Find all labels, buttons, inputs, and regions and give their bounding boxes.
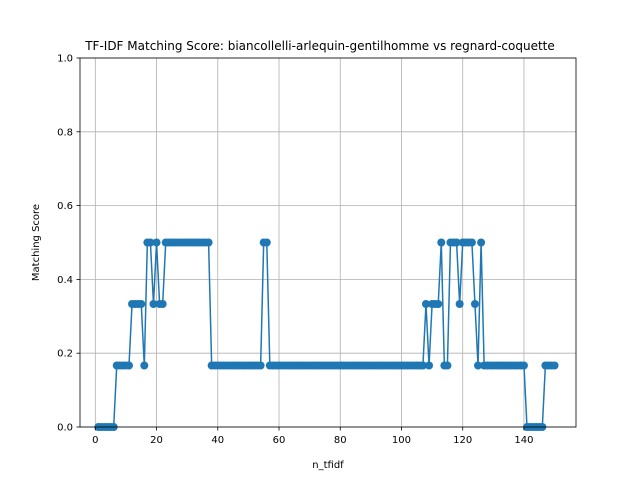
- y-tick-label: 0.6: [57, 201, 73, 212]
- data-point: [421, 300, 430, 309]
- plot-frame: [79, 57, 577, 428]
- data-point: [137, 300, 146, 309]
- data-point: [425, 361, 434, 370]
- data-point: [262, 238, 271, 247]
- y-tick-label: 0.8: [57, 127, 73, 138]
- data-point: [467, 238, 476, 247]
- data-point: [443, 361, 452, 370]
- x-tick-label: 80: [334, 435, 347, 446]
- y-tick-label: 1.0: [57, 54, 73, 65]
- chart-title: TF-IDF Matching Score: biancollelli-arle…: [84, 39, 555, 53]
- data-point: [434, 300, 443, 309]
- y-axis: 0.0 0.2 0.4 0.6 0.8 1.0: [57, 54, 80, 434]
- y-tick-label: 0.4: [57, 275, 73, 286]
- x-tick-label: 0: [92, 435, 98, 446]
- series-polyline: [98, 241, 555, 428]
- y-tick-label: 0.0: [57, 423, 73, 434]
- data-point: [149, 300, 158, 309]
- data-point: [124, 361, 133, 370]
- data-point: [204, 238, 213, 247]
- data-point: [452, 238, 461, 247]
- y-axis-label: Matching Score: [31, 204, 42, 281]
- data-point: [140, 361, 149, 370]
- data-point: [550, 361, 559, 370]
- x-tick-label: 140: [514, 435, 533, 446]
- data-point: [152, 238, 161, 247]
- x-axis: 0 20 40 60 80 100 120 140: [92, 427, 533, 446]
- x-axis-label: n_tfidf: [312, 460, 344, 471]
- y-tick-label: 0.2: [57, 349, 73, 360]
- data-point: [519, 361, 528, 370]
- data-point: [437, 238, 446, 247]
- x-tick-label: 60: [273, 435, 286, 446]
- x-tick-label: 20: [150, 435, 163, 446]
- data-point: [146, 238, 155, 247]
- data-point: [256, 361, 265, 370]
- data-point: [418, 361, 427, 370]
- data-point: [470, 300, 479, 309]
- data-point: [477, 238, 486, 247]
- x-tick-label: 40: [211, 435, 224, 446]
- data-point: [455, 300, 464, 309]
- data-point: [158, 300, 167, 309]
- x-tick-label: 100: [392, 435, 411, 446]
- x-tick-label: 120: [453, 435, 472, 446]
- data-point: [474, 361, 483, 370]
- series-line: [94, 238, 559, 431]
